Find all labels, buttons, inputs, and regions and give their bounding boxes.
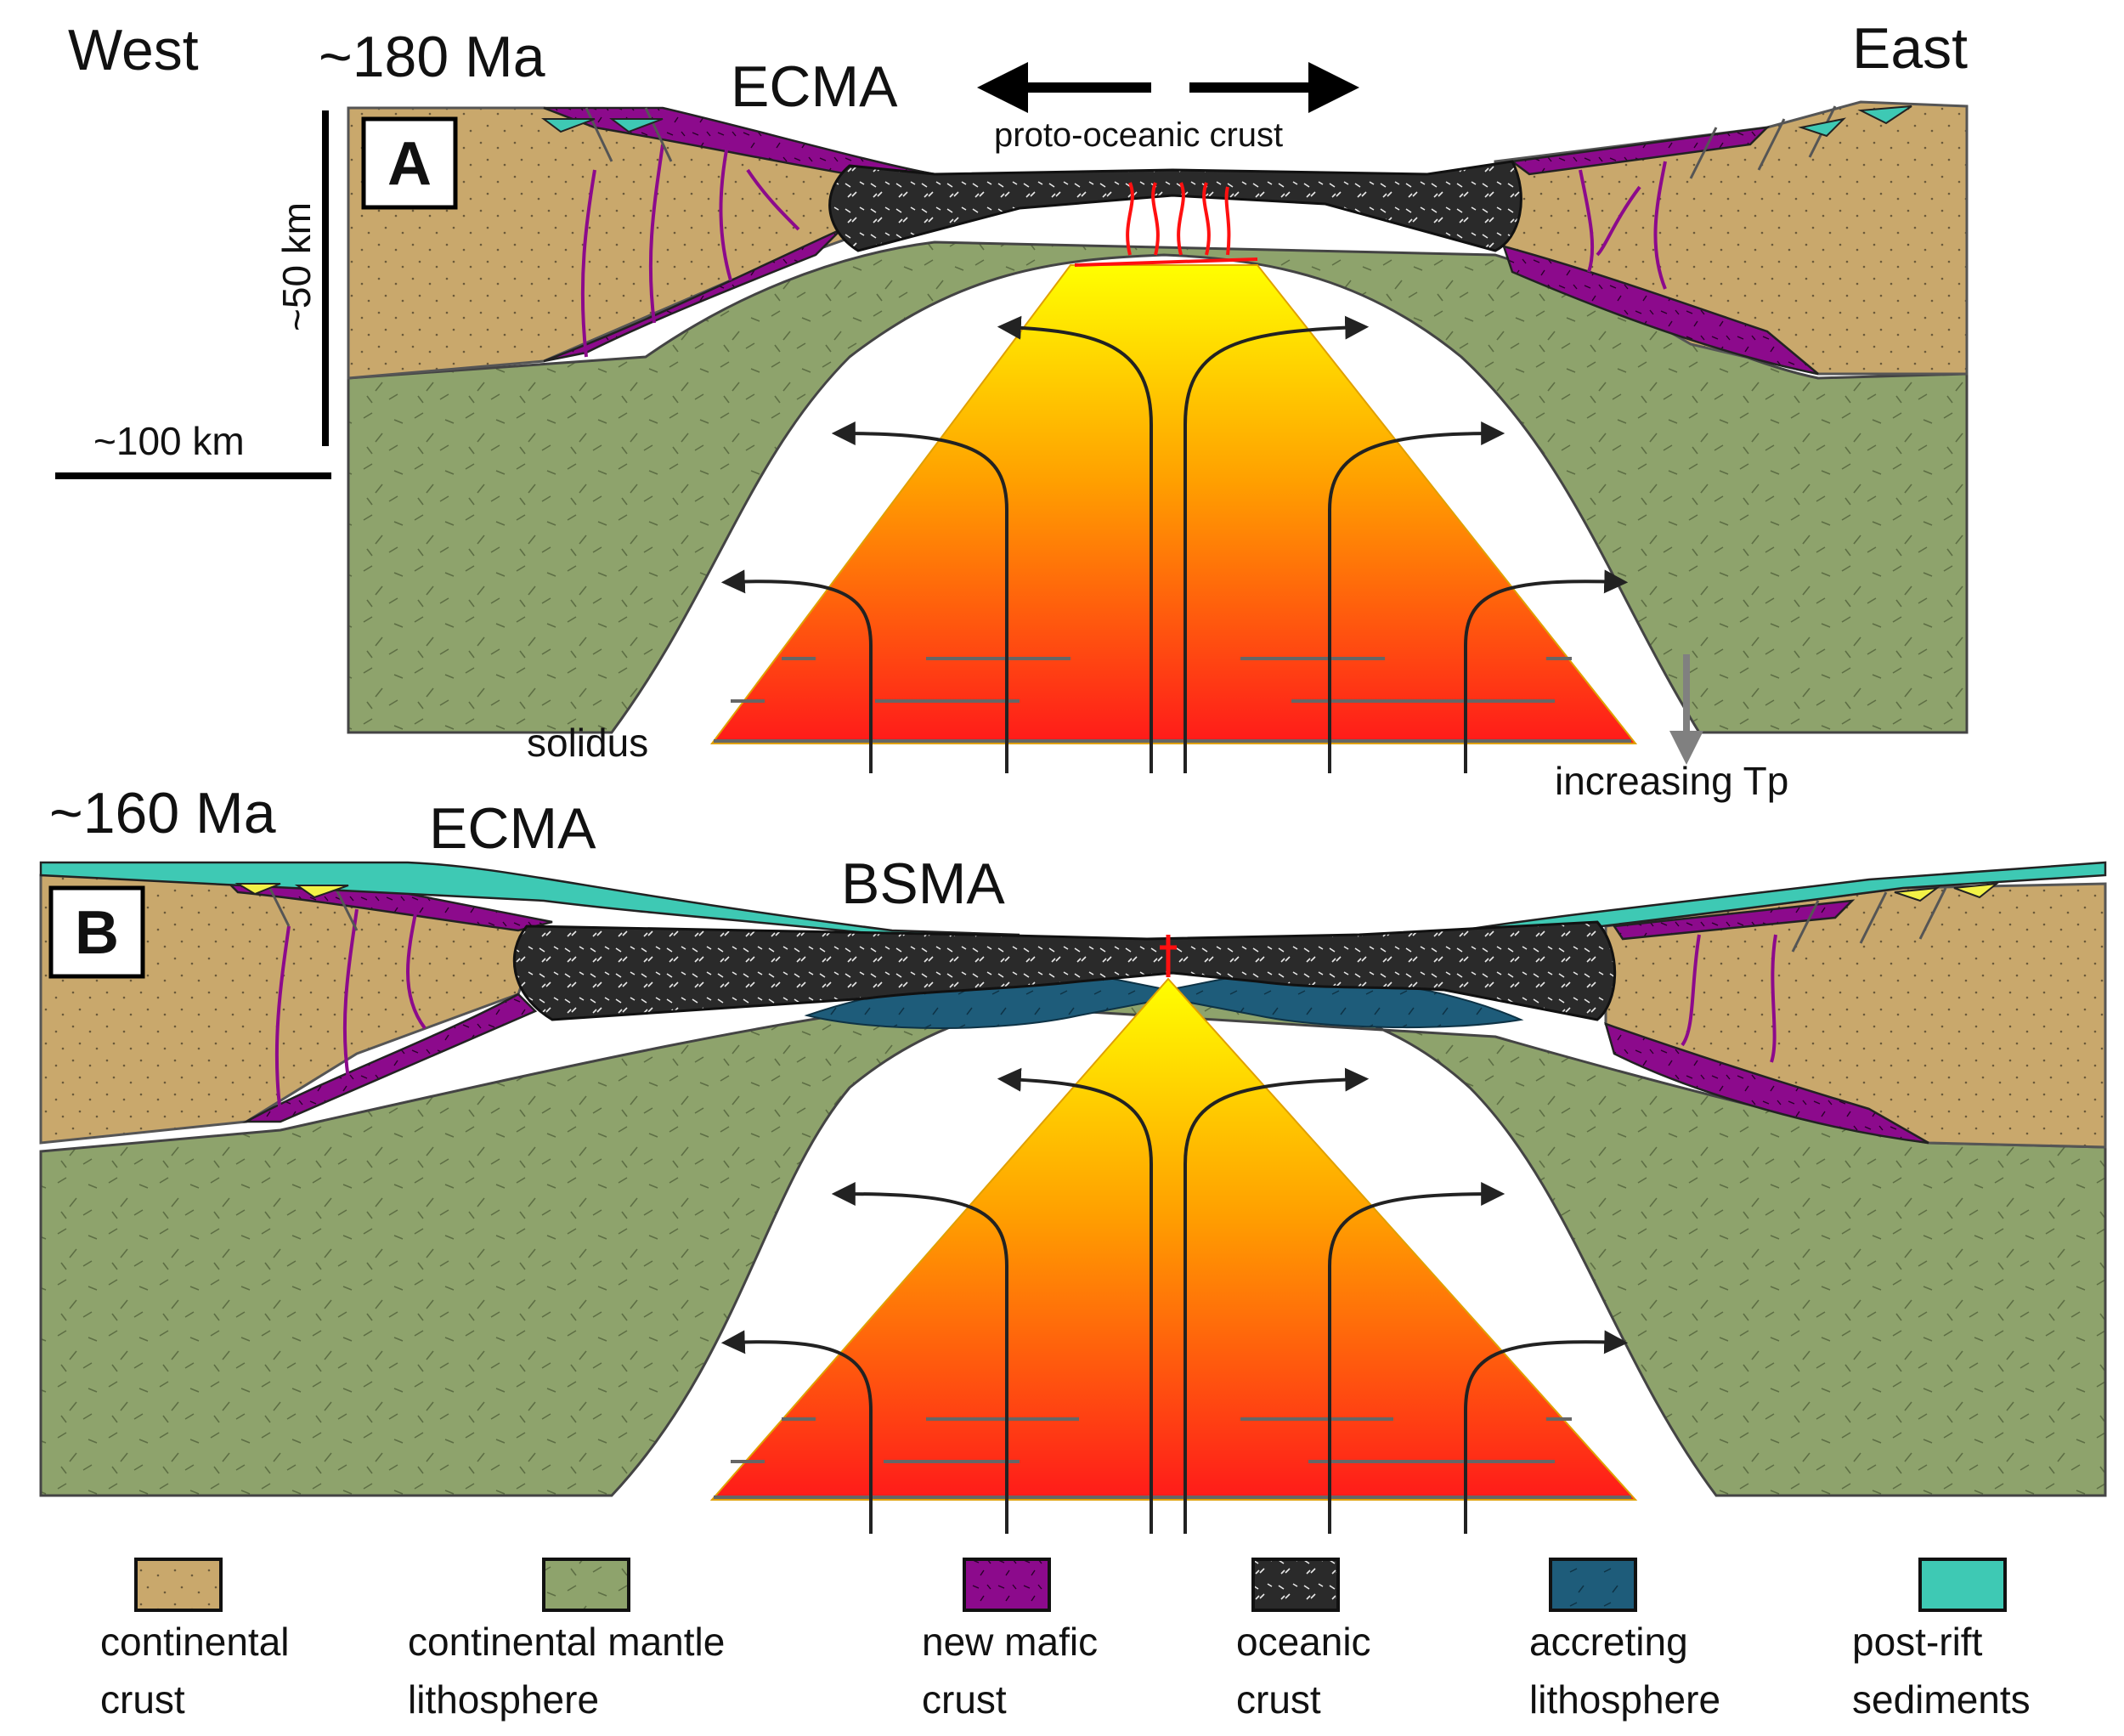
panel-a-mantle-lithosphere	[347, 240, 1969, 734]
panel-a-new-mafic-crust-east	[1502, 126, 1819, 376]
ecma-label-b: ECMA	[429, 796, 596, 861]
panel-a-melt-cap	[1074, 182, 1258, 267]
legend-label-2-line-1: continental mantle	[408, 1620, 725, 1664]
age-label-b: ~160 Ma	[49, 781, 276, 845]
panel-b-faults	[262, 874, 1947, 953]
legend-label-2-line-2: lithosphere	[408, 1677, 599, 1722]
panel-b: B	[39, 861, 2107, 1534]
solidus-label: solidus	[527, 721, 648, 765]
legend: continental crust continental mantle lithos…	[100, 1558, 2031, 1722]
panel-a-letter: A	[387, 130, 432, 198]
legend-label-6-line-2: sediments	[1852, 1677, 2031, 1722]
legend-swatch-5	[1549, 1558, 1637, 1612]
panel-b-melt-region	[709, 977, 1638, 1501]
panel-b-oceanic-crust	[512, 920, 1617, 1021]
vertical-scale-label: ~50 km	[274, 202, 319, 331]
panel-b-new-mafic-crust-east	[1604, 899, 1929, 1145]
panel-b-ridge-axis	[1160, 935, 1177, 977]
panel-b-letter: B	[75, 899, 119, 967]
panel-a-dykes-east	[1579, 161, 1667, 290]
legend-label-1-line-1: continental	[100, 1620, 290, 1664]
west-label: West	[68, 18, 199, 82]
legend-label-3-line-2: crust	[922, 1677, 1007, 1722]
legend-swatch-4	[1251, 1558, 1340, 1612]
legend-swatch-3	[963, 1558, 1051, 1612]
panel-a-melt-region	[710, 264, 1638, 744]
panel-a-proto-oceanic-crust	[828, 160, 1522, 252]
east-label: East	[1852, 16, 1968, 81]
bsma-label: BSMA	[841, 851, 1005, 916]
legend-label-3-line-1: new mafic	[922, 1620, 1098, 1664]
legend-swatch-2	[542, 1558, 630, 1612]
increasing-tp-label: increasing Tp	[1555, 759, 1788, 803]
horizontal-scale-label: ~100 km	[93, 419, 245, 463]
legend-label-5-line-1: accreting	[1529, 1620, 1688, 1664]
legend-label-4-line-1: oceanic	[1236, 1620, 1371, 1664]
panel-b-sediment-wedges	[234, 882, 2000, 902]
panel-b-dykes	[274, 908, 1777, 1114]
panel-a-faults	[585, 105, 1837, 179]
legend-label-1-line-2: crust	[100, 1677, 185, 1722]
age-label-a: ~180 Ma	[319, 25, 545, 89]
panel-a-sediments	[541, 105, 1912, 138]
panel-a-flow-arrows	[720, 315, 1629, 773]
panel-a-letter-box	[361, 116, 458, 210]
panel-b-solidus-lines	[714, 1417, 1631, 1499]
legend-swatch-1	[134, 1558, 223, 1612]
panel-a-solidus-lines	[714, 657, 1631, 743]
panel-b-flow-arrows	[720, 1067, 1629, 1534]
proto-oceanic-crust-label: proto-oceanic crust	[994, 116, 1283, 154]
legend-label-5-line-2: lithosphere	[1529, 1677, 1720, 1722]
legend-label-4-line-2: crust	[1236, 1677, 1321, 1722]
panel-b-letter-box	[48, 885, 145, 979]
panel-a-dykes-west	[580, 127, 800, 358]
ecma-label-a: ECMA	[731, 54, 898, 119]
panel-b-new-mafic-crust-west	[226, 882, 553, 1123]
legend-swatch-6	[1918, 1558, 2007, 1612]
panel-a: A	[55, 62, 1969, 773]
legend-label-6-line-1: post-rift	[1852, 1620, 1983, 1664]
